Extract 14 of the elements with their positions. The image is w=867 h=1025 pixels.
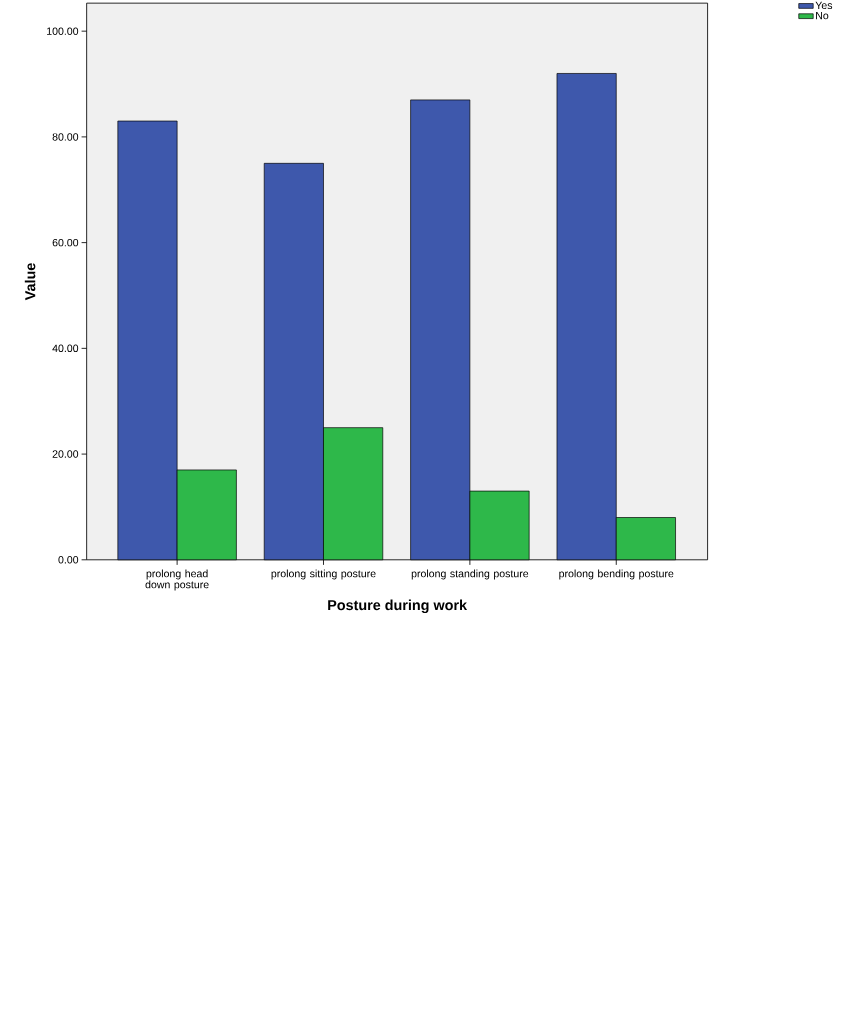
legend-label: No — [816, 11, 829, 20]
y-tick-label: 20.00 — [52, 450, 79, 458]
x-tick-label: prolong standing posture — [411, 569, 529, 580]
y-tick-label: 40.00 — [52, 344, 79, 353]
legend-label: Yes — [815, 1, 833, 10]
x-axis-title: Posture during work — [328, 599, 468, 614]
y-tick-label: 0.00 — [58, 556, 79, 564]
x-tick-label: prolong head down posture — [145, 569, 209, 591]
x-tick-label: prolong bending posture — [559, 569, 674, 580]
y-tick-label: 100.00 — [47, 27, 79, 35]
x-tick-label: prolong sitting posture — [271, 569, 376, 580]
y-tick-label: 60.00 — [52, 238, 79, 247]
y-axis-title: Value — [24, 263, 36, 301]
y-tick-label: 80.00 — [52, 133, 79, 141]
